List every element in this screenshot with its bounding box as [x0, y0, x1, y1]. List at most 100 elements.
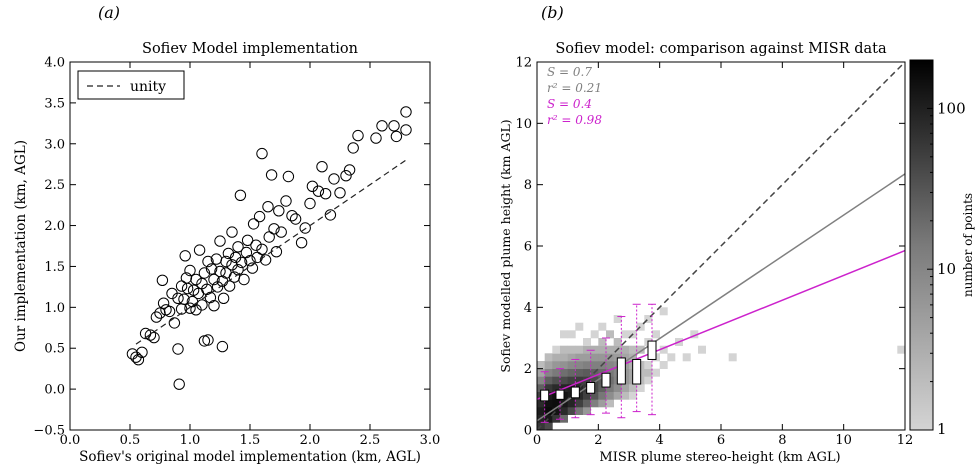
histogram-cell: [636, 345, 645, 354]
histogram-cell: [552, 376, 561, 385]
scatter-point: [304, 197, 316, 210]
y-tick-label: 1.5: [44, 260, 65, 275]
histogram-cell: [567, 399, 576, 408]
histogram-cell: [560, 353, 568, 362]
histogram-cell: [575, 345, 584, 354]
panel-a-ylabel: Our implementation (km, AGL): [13, 140, 29, 352]
scatter-point: [184, 264, 196, 277]
y-tick-label: 3.5: [44, 96, 65, 111]
scatter-point: [390, 130, 403, 143]
histogram-cell: [659, 307, 668, 316]
histogram-cell: [590, 391, 599, 400]
histogram-cell: [606, 384, 614, 392]
box: [555, 389, 565, 400]
scatter-point: [202, 334, 214, 346]
y-tick-label: 10: [515, 117, 532, 132]
histogram-cell: [575, 368, 584, 377]
histogram-cell: [567, 361, 576, 369]
histogram-cell: [544, 376, 553, 385]
histogram-cell: [590, 330, 599, 339]
histogram-cell: [575, 353, 584, 362]
scatter-point: [262, 201, 274, 213]
box: [540, 389, 550, 402]
colorbar-tick-label: 10: [937, 260, 956, 278]
histogram-cell: [567, 345, 576, 354]
histogram-cell: [552, 368, 561, 377]
scatter-point: [289, 213, 302, 225]
histogram-cell: [544, 368, 553, 377]
box: [586, 381, 596, 394]
scatter-point: [202, 255, 214, 268]
histogram-cell: [590, 361, 599, 369]
histogram-cell: [560, 330, 568, 339]
scatter-point: [376, 120, 388, 132]
scatter-point: [198, 267, 211, 279]
histogram-cell: [575, 376, 584, 385]
panel-b-title: Sofiev model: comparison against MISR da…: [555, 41, 887, 57]
histogram-cell: [552, 361, 561, 369]
panel-a-legend: unity: [77, 70, 185, 100]
scatter-point: [226, 226, 238, 238]
x-tick-label: 6: [717, 433, 725, 448]
histogram-cell: [636, 322, 645, 331]
histogram-cell: [698, 345, 706, 354]
histogram-cell: [567, 407, 576, 415]
scatter-point: [247, 218, 260, 230]
histogram-cell: [544, 422, 553, 431]
panel-a-scatter: (a) Sofiev Model implementation 0.0 0.5 1.…: [13, 3, 440, 464]
scatter-point: [168, 317, 181, 329]
histogram-cell: [567, 376, 576, 385]
panel-b-heatmap: (b) Sofiev model: comparison against MIS…: [498, 3, 975, 464]
histogram-cell: [537, 376, 545, 385]
histogram-cell: [621, 353, 630, 362]
scatter-point: [178, 293, 190, 305]
scatter-point: [250, 239, 262, 251]
regression-line: [536, 249, 906, 401]
histogram-cell: [590, 376, 599, 385]
histogram-cell: [537, 361, 545, 369]
histogram-cell: [590, 353, 599, 362]
x-tick-label: 2.5: [360, 433, 381, 448]
scatter-point: [347, 142, 359, 154]
y-tick-label: 2: [524, 362, 532, 377]
scatter-point: [286, 210, 298, 222]
histogram-cell: [621, 330, 630, 339]
histogram-cell: [544, 407, 553, 415]
y-tick-label: 8: [524, 178, 532, 193]
scatter-point: [241, 234, 254, 247]
histogram-cell: [652, 330, 660, 339]
scatter-point: [334, 187, 346, 199]
scatter-point: [208, 300, 220, 312]
scatter-point: [388, 120, 400, 132]
scatter-point: [343, 164, 356, 176]
scatter-point: [265, 169, 278, 181]
colorbar-tick-label: 1: [937, 420, 947, 438]
regression-line: [536, 173, 906, 422]
panel-a-unity-line: [135, 159, 407, 345]
histogram-cell: [544, 414, 553, 423]
scatter-point: [172, 292, 184, 304]
histogram-cell: [567, 330, 576, 339]
scatter-point: [148, 331, 160, 344]
histogram-cell: [598, 338, 607, 346]
histogram-cell: [583, 399, 591, 408]
histogram-cell: [583, 407, 591, 415]
histogram-cell: [560, 407, 568, 415]
histogram-cell: [606, 345, 614, 354]
histogram-cell: [575, 322, 584, 331]
scatter-point: [208, 273, 220, 286]
scatter-point: [205, 263, 218, 275]
histogram-cell: [644, 315, 653, 323]
histogram-cell: [537, 368, 545, 377]
histogram-cell: [598, 384, 607, 392]
panel-a-frame: [69, 61, 431, 431]
scatter-point: [198, 335, 211, 347]
scatter-point: [400, 106, 412, 118]
histogram-cell: [629, 345, 637, 354]
scatter-point: [190, 273, 202, 286]
histogram-cell: [560, 414, 568, 423]
histogram-cell: [659, 345, 668, 354]
panel-b-fit-lines: [536, 61, 906, 431]
x-tick-label: 8: [778, 433, 786, 448]
